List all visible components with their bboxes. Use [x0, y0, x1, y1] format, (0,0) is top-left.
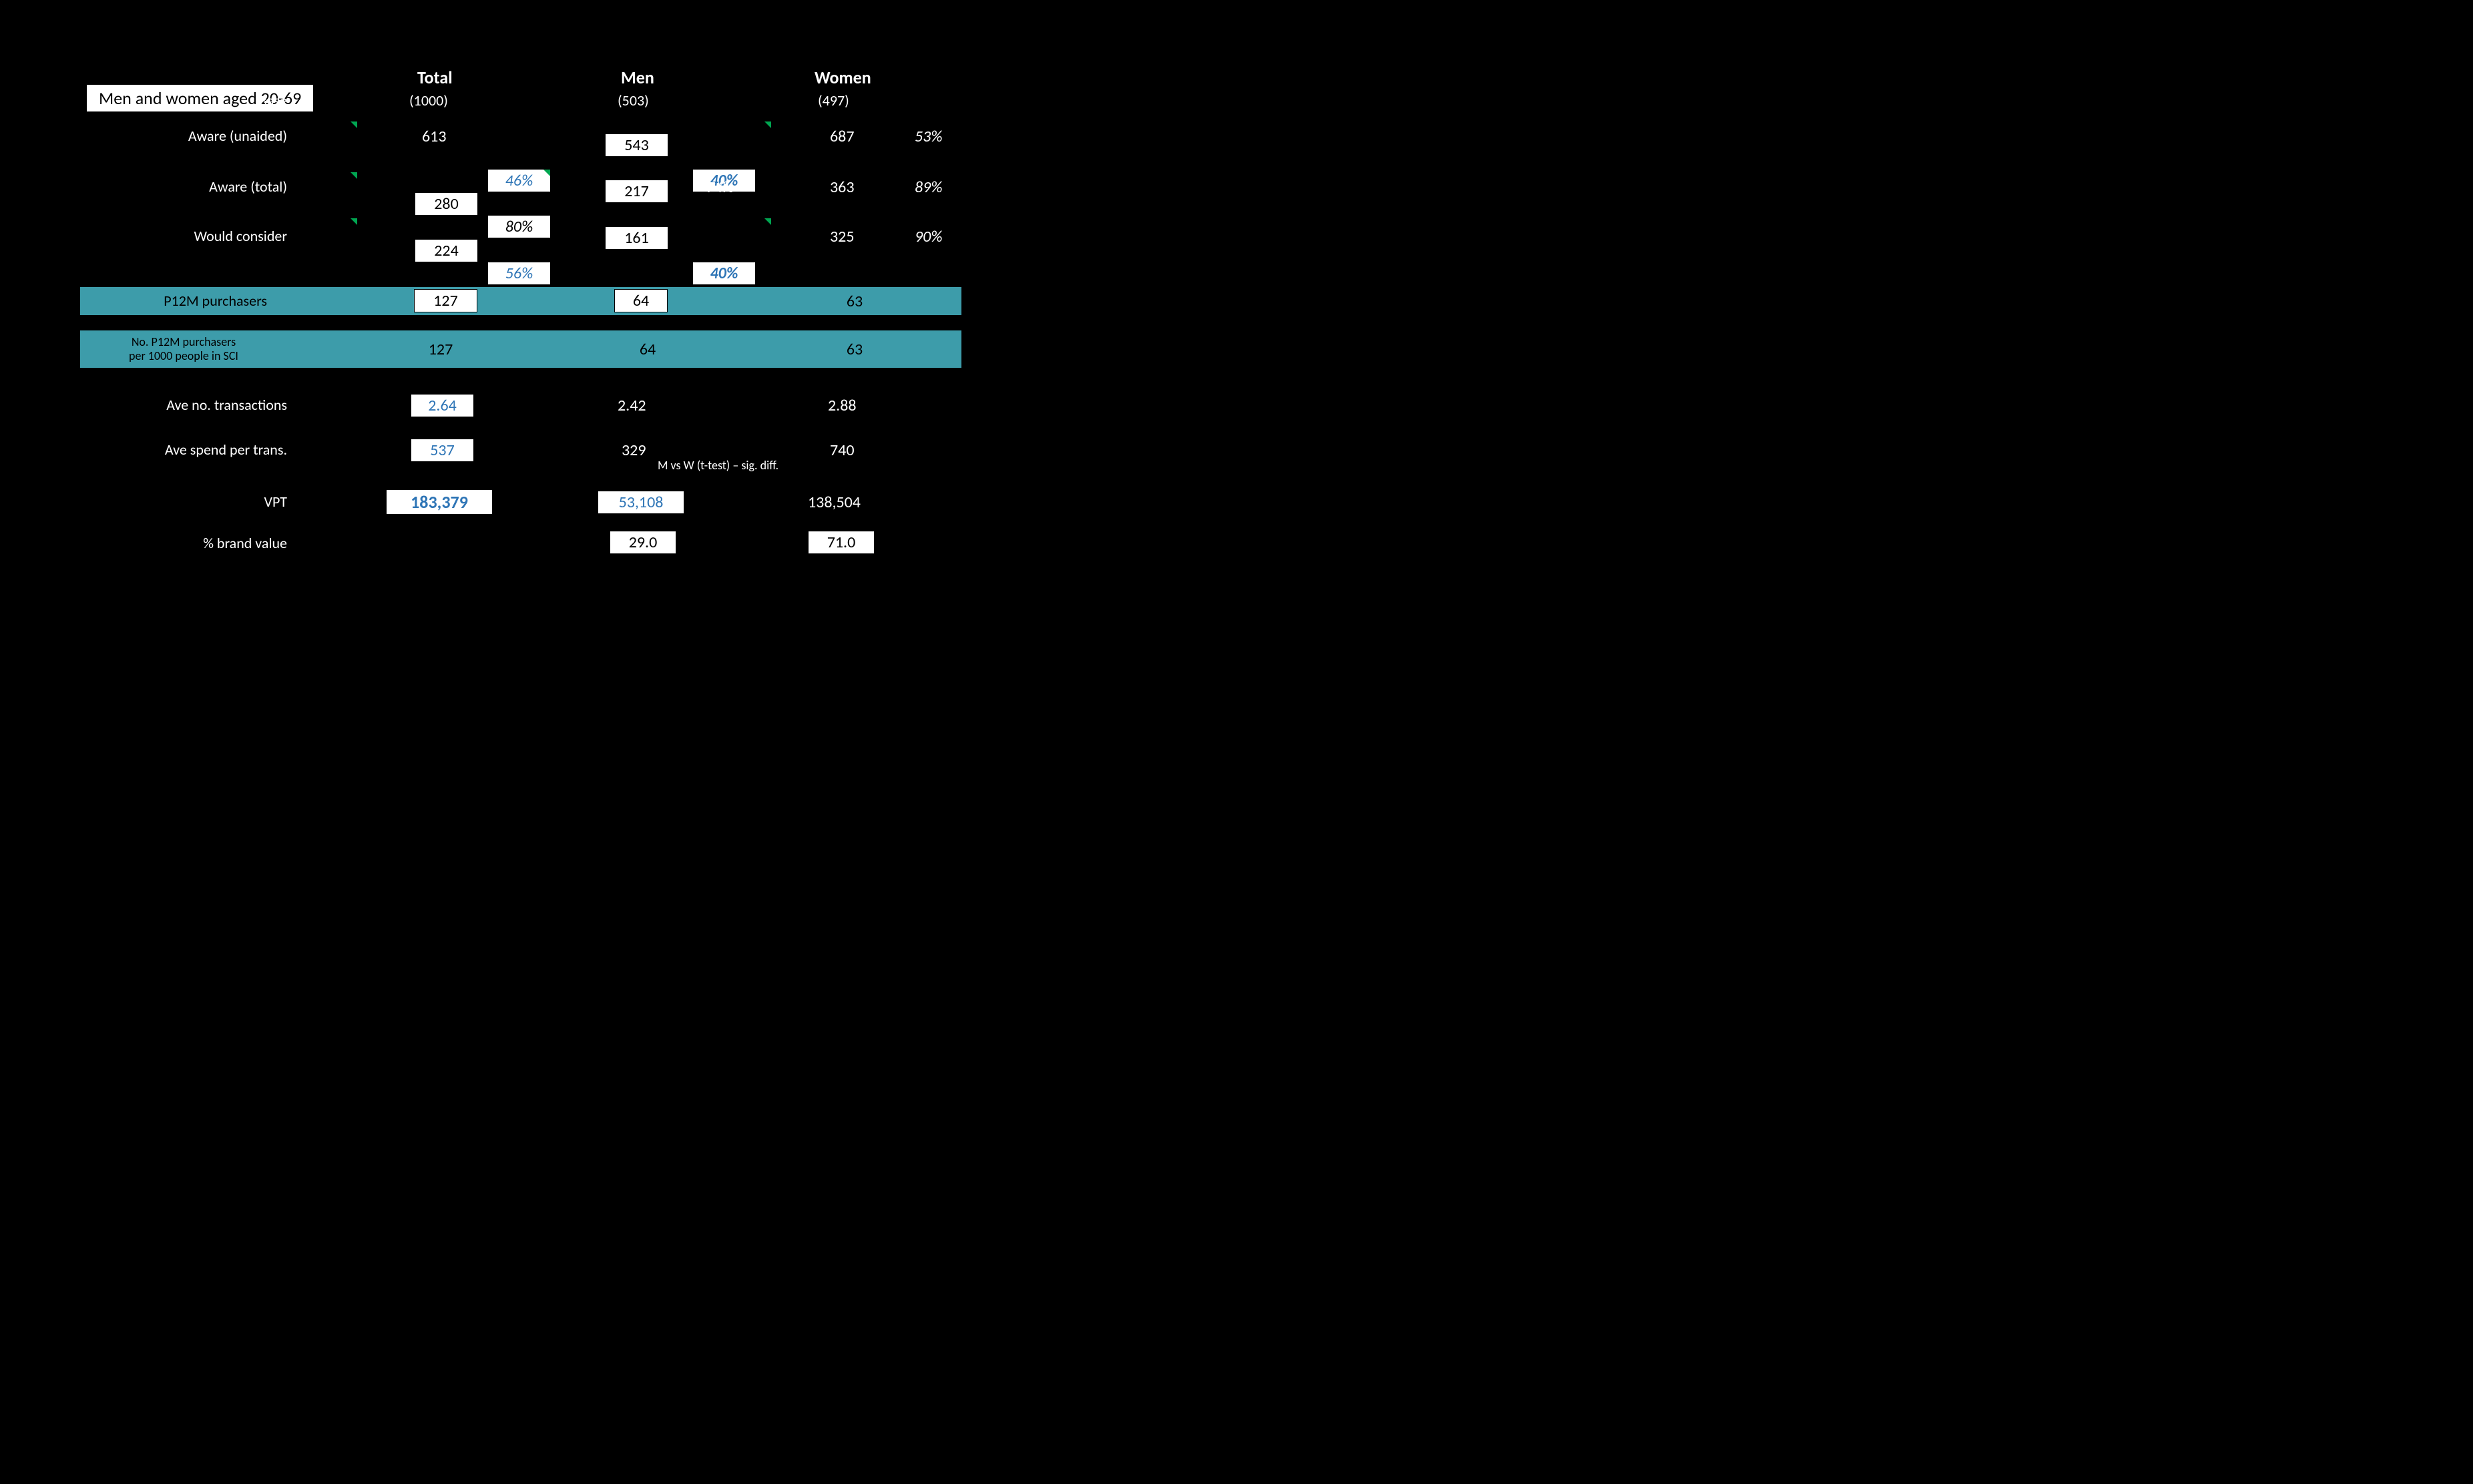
- label-vpt: VPT: [0, 493, 287, 511]
- vpt-men: 53,108: [598, 491, 684, 514]
- consider-pct-total: 56%: [487, 262, 551, 285]
- ave-trans-women: 2.88: [828, 396, 857, 415]
- label-aware-total: Aware (total): [0, 178, 287, 196]
- p12m-men: 64: [614, 289, 668, 312]
- p12m-women: 63: [801, 287, 908, 315]
- label-p12m-per-1000-line1: No. P12M purchasers: [132, 335, 236, 349]
- label-consider: Would consider: [0, 227, 287, 245]
- ave-spend-ttest: M vs W (t-test) – sig. diff.: [658, 458, 778, 473]
- aware-unaided-pct-total: 46%: [487, 169, 551, 192]
- col-header-women: Women: [815, 67, 871, 88]
- col-header-total: Total: [417, 67, 453, 88]
- p12m1000-men: 64: [594, 330, 701, 368]
- aware-total-women: 363: [830, 178, 855, 197]
- ave-spend-women: 740: [830, 441, 855, 460]
- col-header-men: Men: [621, 67, 654, 88]
- brand-value-women: 71.0: [808, 531, 875, 554]
- label-base: Base: [0, 91, 287, 109]
- aware-unaided-pct-women: 53%: [915, 127, 942, 146]
- consider-pct-men: 40%: [692, 262, 756, 285]
- label-ave-spend: Ave spend per trans.: [0, 441, 287, 459]
- aware-unaided-women: 687: [830, 127, 855, 146]
- label-ave-trans: Ave no. transactions: [0, 396, 287, 414]
- p12m1000-women: 63: [801, 330, 908, 368]
- base-men: (503): [618, 91, 649, 109]
- aware-total-label-note: [310, 172, 357, 194]
- aware-unaided-men: 543: [605, 134, 668, 157]
- aware-total-men: 217: [605, 180, 668, 203]
- base-total: (1000): [409, 91, 448, 109]
- consider-women-note: [724, 218, 771, 240]
- ave-spend-men: 329: [622, 441, 646, 460]
- aware-unaided-total-note: [310, 121, 357, 143]
- aware-total-total: 280: [415, 192, 478, 216]
- consider-pct-women: 90%: [915, 227, 942, 246]
- ave-trans-men: 2.42: [618, 396, 646, 415]
- label-aware-unaided: Aware (unaided): [0, 127, 287, 145]
- aware-unaided-total: 613: [422, 127, 447, 146]
- consider-men: 161: [605, 226, 668, 250]
- label-p12m-per-1000-line2: per 1000 people in SCI: [129, 349, 238, 363]
- ave-trans-total: 2.64: [411, 394, 474, 417]
- p12m-total: 127: [414, 289, 477, 312]
- row-p12m: P12M purchasers 127 64 63: [80, 287, 961, 315]
- vpt-total: 183,379: [386, 489, 493, 515]
- base-women: (497): [818, 91, 849, 109]
- label-brand-value: % brand value: [0, 534, 287, 552]
- aware-total-pct-men: 74%: [706, 178, 734, 197]
- p12m1000-total: 127: [387, 330, 494, 368]
- label-p12m: P12M purchasers: [80, 287, 287, 315]
- vpt-women: 138,504: [808, 493, 861, 512]
- row-p12m-per-1000: No. P12M purchasers per 1000 people in S…: [80, 330, 961, 368]
- consider-total: 224: [415, 239, 478, 262]
- chart-canvas: Men and women aged 20-69 Total Men Women…: [0, 0, 961, 577]
- ave-spend-total: 537: [411, 439, 474, 462]
- label-p12m-per-1000: No. P12M purchasers per 1000 people in S…: [80, 330, 287, 368]
- consider-label-note: [310, 218, 357, 240]
- consider-women: 325: [830, 227, 855, 246]
- aware-total-pct-women: 89%: [915, 178, 942, 197]
- aware-total-pct-total: 80%: [487, 215, 551, 238]
- brand-value-men: 29.0: [610, 531, 676, 554]
- aware-unaided-women-note: [724, 121, 771, 143]
